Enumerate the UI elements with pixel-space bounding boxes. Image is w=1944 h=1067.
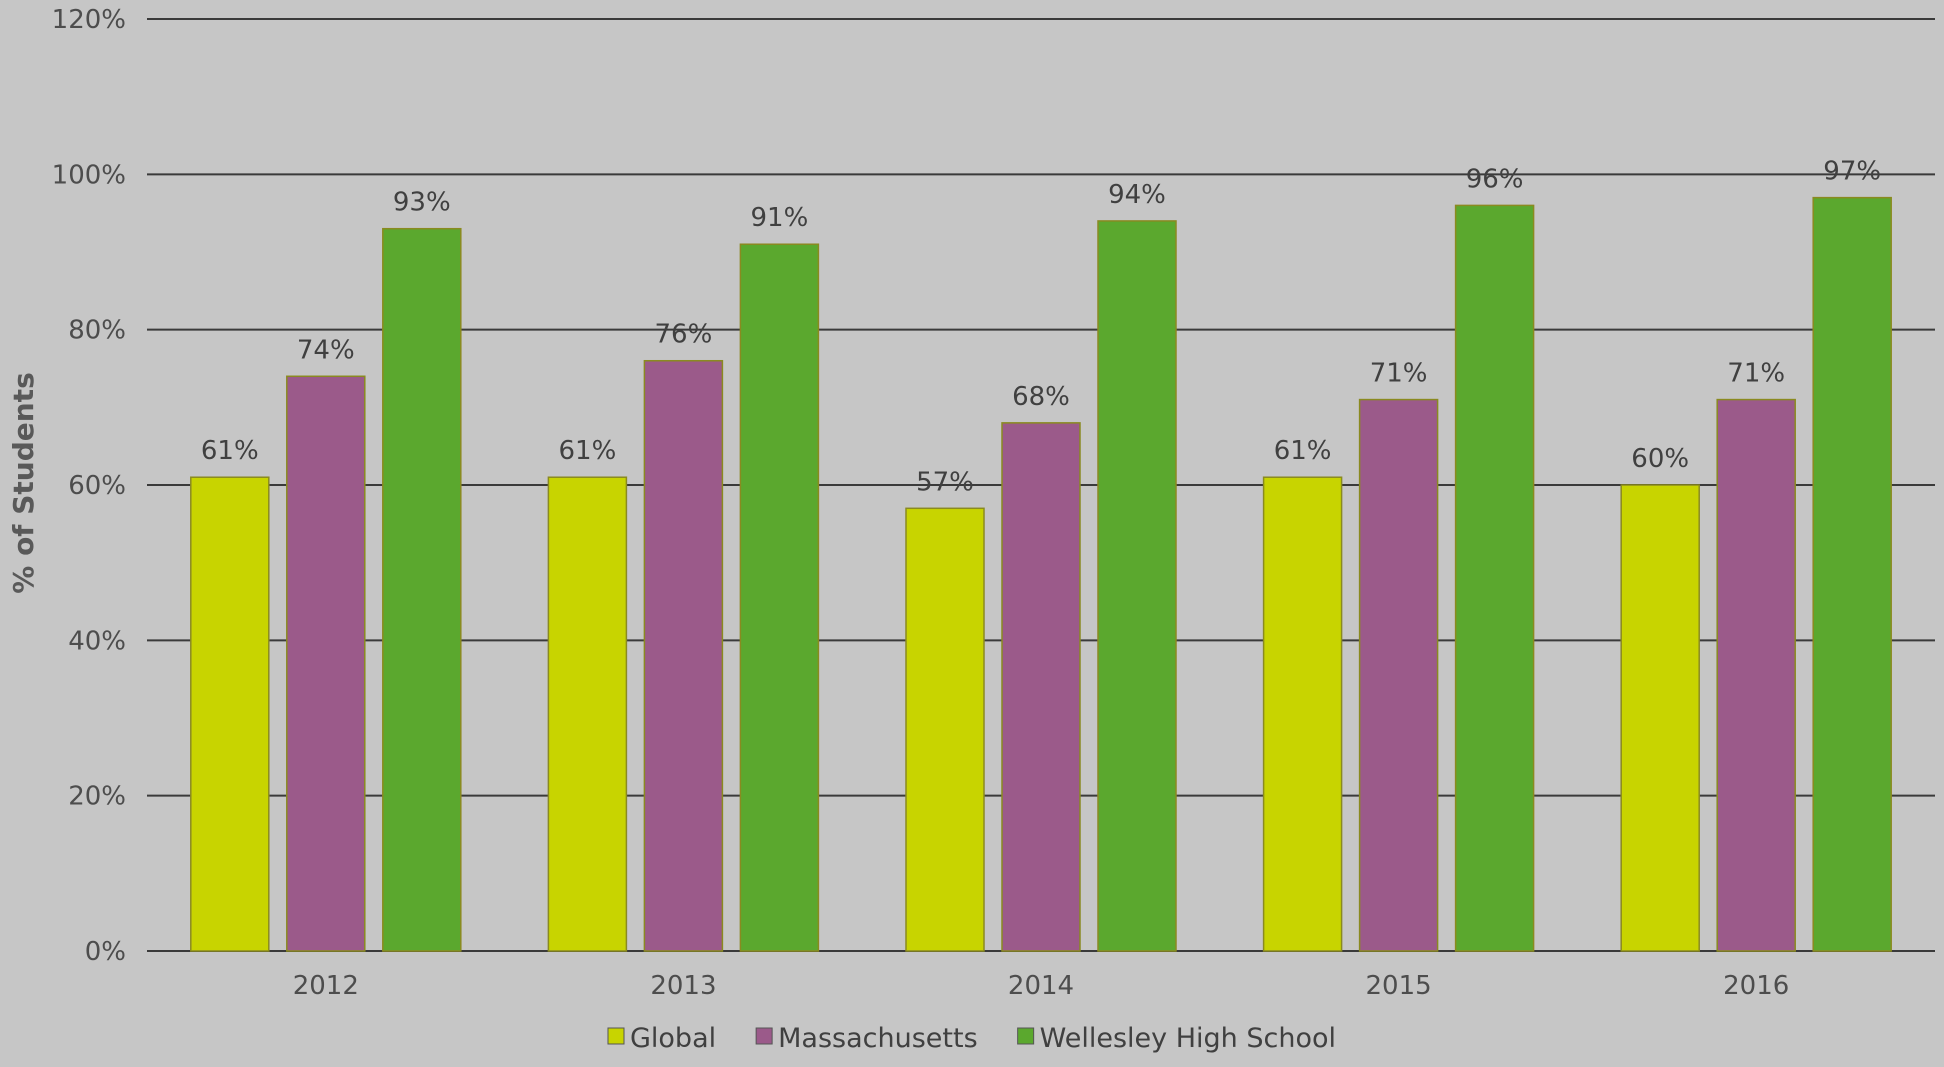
data-label: 71%: [1370, 359, 1428, 389]
data-label: 96%: [1466, 164, 1524, 194]
data-label: 97%: [1823, 157, 1881, 187]
data-label: 91%: [751, 203, 809, 233]
bar-wellesley-high-school-2015: [1454, 204, 1535, 952]
x-category-label: 2012: [293, 971, 359, 1001]
bar-global-2015: [1262, 476, 1343, 952]
legend-swatch: [607, 1027, 625, 1045]
bar-massachusetts-2016: [1716, 398, 1796, 952]
y-axis-ticks: 0% 20% 40% 60% 80% 100% 120%: [52, 5, 126, 967]
data-labels: 61% 74% 93% 61% 76% 91% 57% 68% 94% 61% 71% 96% 60% 7…: [201, 157, 1881, 498]
legend-label: Global: [630, 1023, 716, 1054]
legend-label: Massachusetts: [778, 1023, 978, 1054]
x-category-label: 2014: [1008, 971, 1074, 1001]
x-category-label: 2013: [650, 971, 716, 1001]
bar-massachusetts-2015: [1358, 398, 1439, 952]
x-axis-categories: 2012 2013 2014 2015 2016: [293, 971, 1790, 1001]
legend-swatch: [755, 1027, 773, 1045]
y-tick-label: 100%: [52, 160, 126, 190]
bar-massachusetts-2013: [643, 359, 724, 952]
bar-massachusetts-2012: [286, 375, 366, 952]
y-tick-label: 60%: [68, 471, 126, 501]
y-axis-label: % of Students: [7, 372, 40, 593]
bar-global-2013: [547, 476, 628, 952]
y-tick-label: 40%: [68, 626, 126, 656]
y-tick-label: 20%: [68, 782, 126, 812]
bar-global-2012: [190, 476, 270, 952]
data-label: 94%: [1108, 180, 1166, 210]
bar-wellesley-high-school-2016: [1812, 196, 1892, 952]
legend-label: Wellesley High School: [1040, 1023, 1336, 1054]
data-label: 57%: [916, 467, 974, 497]
y-tick-label: 80%: [68, 316, 126, 346]
data-label: 68%: [1012, 382, 1070, 412]
bar-wellesley-high-school-2012: [382, 227, 462, 952]
bars: [190, 196, 1892, 952]
data-label: 93%: [393, 188, 451, 218]
legend-swatch: [1017, 1027, 1035, 1045]
data-label: 61%: [1274, 436, 1332, 466]
bar-global-2016: [1620, 484, 1700, 952]
data-label: 71%: [1727, 359, 1785, 389]
data-label: 76%: [655, 320, 713, 350]
bar-massachusetts-2014: [1001, 422, 1081, 952]
data-label: 61%: [559, 436, 617, 466]
data-label: 61%: [201, 436, 259, 466]
y-tick-label: 120%: [52, 5, 126, 35]
x-category-label: 2016: [1723, 971, 1789, 1001]
bar-wellesley-high-school-2013: [739, 243, 820, 952]
data-label: 60%: [1631, 444, 1689, 474]
data-label: 74%: [297, 335, 355, 365]
x-category-label: 2015: [1366, 971, 1432, 1001]
bar-wellesley-high-school-2014: [1097, 220, 1177, 952]
y-tick-label: 0%: [85, 937, 126, 967]
bar-global-2014: [905, 507, 985, 952]
legend: Global Massachusetts Wellesley High School: [607, 1023, 1336, 1054]
